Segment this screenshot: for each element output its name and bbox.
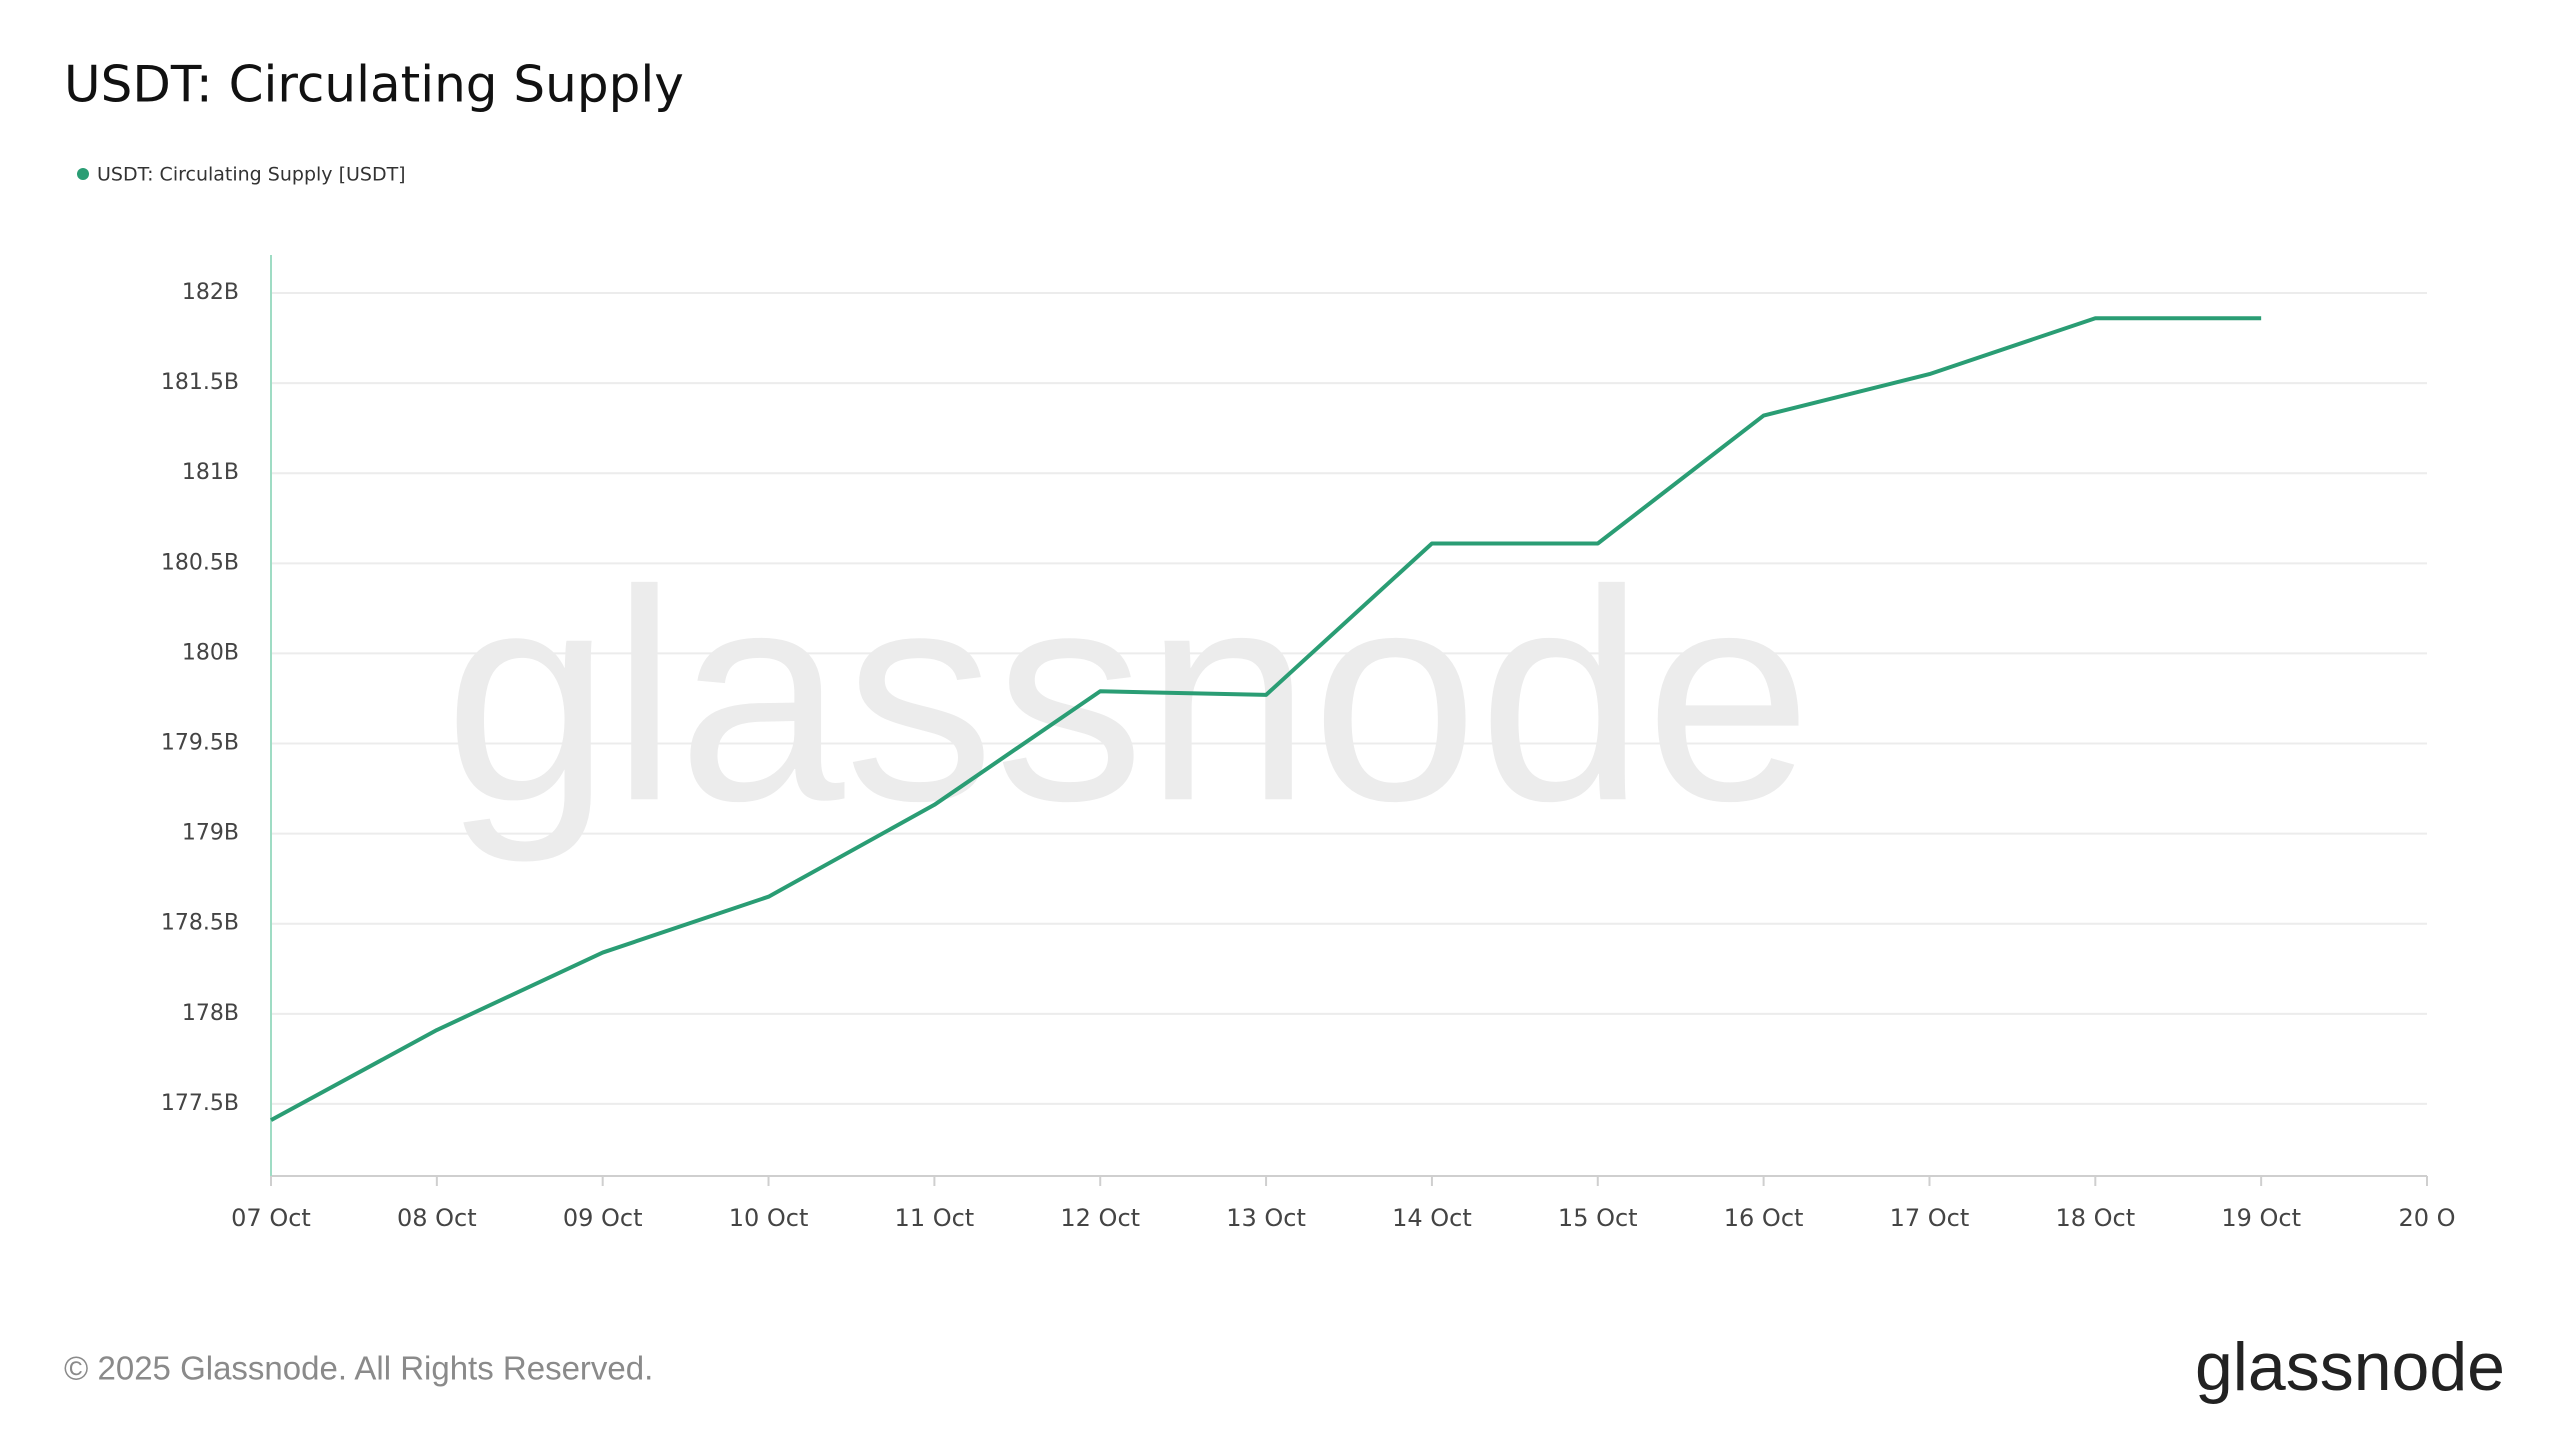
x-tick-label: 08 Oct bbox=[397, 1204, 477, 1232]
y-tick-label: 180B bbox=[182, 640, 239, 665]
y-tick-label: 182B bbox=[182, 280, 239, 305]
x-tick-label: 12 Oct bbox=[1060, 1204, 1140, 1232]
legend-label: USDT: Circulating Supply [USDT] bbox=[97, 164, 406, 186]
x-tick-label: 14 Oct bbox=[1392, 1204, 1472, 1232]
x-tick-label: 07 Oct bbox=[231, 1204, 311, 1232]
watermark: glassnode bbox=[444, 527, 1812, 865]
x-tick-label: 20 O bbox=[2398, 1204, 2455, 1232]
chart-title: USDT: Circulating Supply bbox=[64, 56, 684, 114]
copyright: © 2025 Glassnode. All Rights Reserved. bbox=[64, 1350, 653, 1387]
y-tick-label: 181.5B bbox=[161, 370, 239, 395]
x-tick-label: 15 Oct bbox=[1558, 1204, 1638, 1232]
y-tick-label: 178.5B bbox=[161, 911, 239, 936]
y-tick-label: 180.5B bbox=[161, 550, 239, 575]
x-tick-label: 17 Oct bbox=[1890, 1204, 1970, 1232]
x-tick-label: 09 Oct bbox=[563, 1204, 643, 1232]
plot-area: 177.5B 178B 178.5B 179B 179.5B 180B 180.5B 181B… bbox=[161, 255, 2456, 1232]
y-tick-label: 177.5B bbox=[161, 1091, 239, 1116]
logo: glassnode bbox=[2195, 1329, 2505, 1405]
y-tick-label: 178B bbox=[182, 1001, 239, 1026]
legend-marker bbox=[77, 168, 89, 180]
x-tick-label: 13 Oct bbox=[1226, 1204, 1306, 1232]
y-tick-label: 181B bbox=[182, 460, 239, 485]
x-tick-label: 11 Oct bbox=[895, 1204, 975, 1232]
x-tick-label: 16 Oct bbox=[1724, 1204, 1804, 1232]
x-tick-label: 19 Oct bbox=[2221, 1204, 2301, 1232]
x-tick-label: 10 Oct bbox=[729, 1204, 809, 1232]
line-series bbox=[270, 316, 2262, 1122]
y-tick-label: 179.5B bbox=[161, 731, 239, 756]
y-tick-label: 179B bbox=[182, 821, 239, 846]
x-tick-label: 18 Oct bbox=[2055, 1204, 2135, 1232]
